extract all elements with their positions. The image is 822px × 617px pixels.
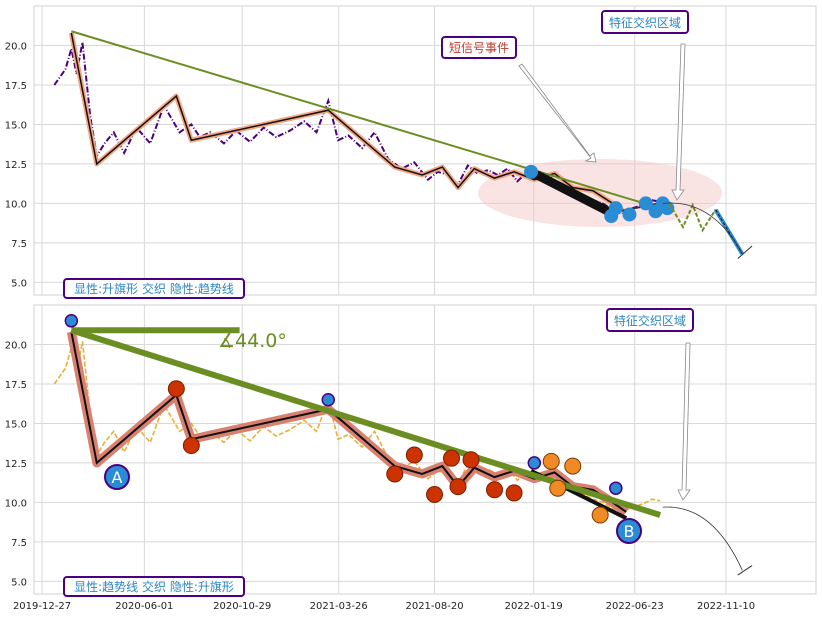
angle-label: ∡44.0° — [218, 330, 287, 352]
ytick-label: 17.5 — [5, 380, 27, 391]
feature-region-arrow-top — [671, 43, 686, 201]
note-marker-blue — [527, 456, 542, 470]
top-series-group — [53, 30, 667, 218]
note-marker-red — [486, 481, 504, 499]
xtick-label: 2022-11-10 — [697, 601, 755, 612]
point-b-text: B — [624, 522, 635, 541]
point-b-circle — [616, 518, 642, 544]
bottom-markers-group — [64, 314, 623, 524]
ytick-label: 12.5 — [5, 160, 27, 171]
top-panel-label: 显性:升旗形 交织 隐性:趋势线 — [63, 278, 245, 299]
bottom-panel-label-text: 显性:趋势线 交织 隐性:升旗形 — [74, 579, 234, 594]
ytick-label: 5.0 — [11, 577, 27, 588]
note-marker-red — [426, 486, 444, 504]
signal-marker — [638, 196, 653, 211]
top-panel-frame — [33, 5, 817, 296]
top-panel-label-box — [63, 278, 245, 299]
trend-line — [71, 30, 661, 210]
forecast-tick — [737, 245, 753, 260]
signal-marker — [608, 201, 623, 216]
signal-marker — [622, 207, 637, 222]
bottom-yticks: 5.0 7.5 10.0 12.5 15.0 17.5 20.0 — [5, 340, 27, 588]
note-marker-orange — [549, 479, 567, 497]
xtick-label: 2021-03-26 — [310, 601, 368, 612]
note-marker-blue — [64, 314, 79, 328]
feature-region-annotation-bottom: 特征交织区域 — [606, 308, 694, 501]
forecast-zigzag — [668, 202, 717, 233]
pattern-line — [70, 32, 627, 214]
ytick-label: 7.5 — [11, 239, 27, 250]
note-marker-blue — [321, 393, 335, 407]
bottom-xticks: 2019-12-27 2020-06-01 2020-10-29 2021-03-26… — [13, 601, 755, 612]
bottom-panel: 5.0 7.5 10.0 12.5 15.0 17.5 20.0 2019-12-27 202… — [5, 304, 817, 612]
feature-region-text-bottom: 特征交织区域 — [614, 313, 686, 328]
ytick-label: 17.5 — [5, 81, 27, 92]
short-signal-text: 短信号事件 — [449, 41, 509, 55]
ytick-label: 20.0 — [5, 41, 27, 52]
note-marker-blue — [609, 481, 623, 495]
point-label-a: A — [104, 464, 130, 490]
top-markers-group — [524, 164, 675, 224]
short-signal-arrow — [518, 63, 597, 163]
top-gridlines — [34, 6, 816, 295]
feature-region-text-top: 特征交织区域 — [609, 15, 681, 30]
short-signal-box — [441, 36, 517, 59]
short-signal-annotation: 短信号事件 — [441, 36, 597, 163]
ytick-label: 10.0 — [5, 498, 27, 509]
xtick-label: 2020-10-29 — [213, 601, 271, 612]
top-yticks: 5.0 7.5 10.0 12.5 15.0 17.5 20.0 — [5, 41, 27, 289]
bottom-panel-label-box — [63, 576, 245, 597]
ytick-label: 15.0 — [5, 120, 27, 131]
note-marker-orange — [591, 506, 609, 524]
signal-marker — [524, 164, 539, 179]
forecast-tick-bottom — [737, 565, 753, 576]
note-marker-red — [505, 484, 523, 502]
point-a-text: A — [112, 468, 123, 487]
point-label-b: B — [616, 518, 642, 544]
ytick-label: 12.5 — [5, 459, 27, 470]
top-future-group — [662, 202, 753, 260]
feature-region-box-bottom — [606, 308, 694, 332]
feature-region-annotation-top: 特征交织区域 — [601, 10, 689, 201]
top-panel: 5.07.510.012.515.017.520.0 短信号事件 特征交织区域 … — [5, 5, 817, 299]
note-marker-red — [449, 478, 467, 496]
note-marker-red — [462, 451, 480, 469]
xtick-label: 2022-06-23 — [606, 601, 664, 612]
price-line-bottom — [53, 341, 661, 513]
point-a-circle — [104, 464, 130, 490]
xtick-label: 2020-06-01 — [115, 601, 173, 612]
xtick-label: 2021-08-20 — [405, 601, 463, 612]
note-marker-red — [167, 380, 185, 398]
ytick-label: 7.5 — [11, 538, 27, 549]
ytick-label: 5.0 — [11, 278, 27, 289]
ytick-label: 20.0 — [5, 340, 27, 351]
forecast-arc-bottom — [662, 506, 743, 571]
xtick-label: 2019-12-27 — [13, 601, 71, 612]
note-marker-red — [442, 449, 460, 467]
ytick-label: 10.0 — [5, 199, 27, 210]
note-marker-red — [405, 446, 423, 464]
note-marker-red — [182, 437, 200, 455]
ytick-label: 15.0 — [5, 419, 27, 430]
top-panel-label-text: 显性:升旗形 交织 隐性:趋势线 — [74, 281, 234, 296]
bottom-panel-label: 显性:趋势线 交织 隐性:升旗形 — [63, 576, 245, 597]
bottom-panel-frame — [33, 304, 817, 595]
note-marker-orange — [542, 452, 560, 470]
forecast-line-inner — [715, 209, 743, 255]
note-marker-orange — [564, 457, 582, 475]
short-signal-segment — [526, 167, 616, 218]
xtick-label: 2022-01-19 — [505, 601, 563, 612]
note-marker-red — [386, 465, 404, 483]
feature-region-box-top — [601, 10, 689, 34]
forecast-arc — [662, 202, 743, 255]
feature-region-arrow-bottom — [677, 342, 691, 501]
